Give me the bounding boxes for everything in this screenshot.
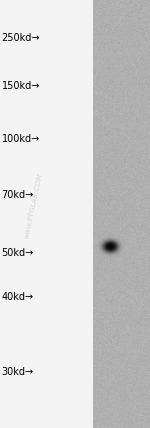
Text: 100kd→: 100kd→ [2,134,40,144]
Text: 150kd→: 150kd→ [2,80,40,91]
Text: 70kd→: 70kd→ [2,190,34,200]
Text: 50kd→: 50kd→ [2,248,34,259]
Text: 250kd→: 250kd→ [2,33,40,43]
Text: 30kd→: 30kd→ [2,367,34,377]
Text: 40kd→: 40kd→ [2,292,34,303]
Text: www.PTGLAB.COM: www.PTGLAB.COM [23,172,43,239]
